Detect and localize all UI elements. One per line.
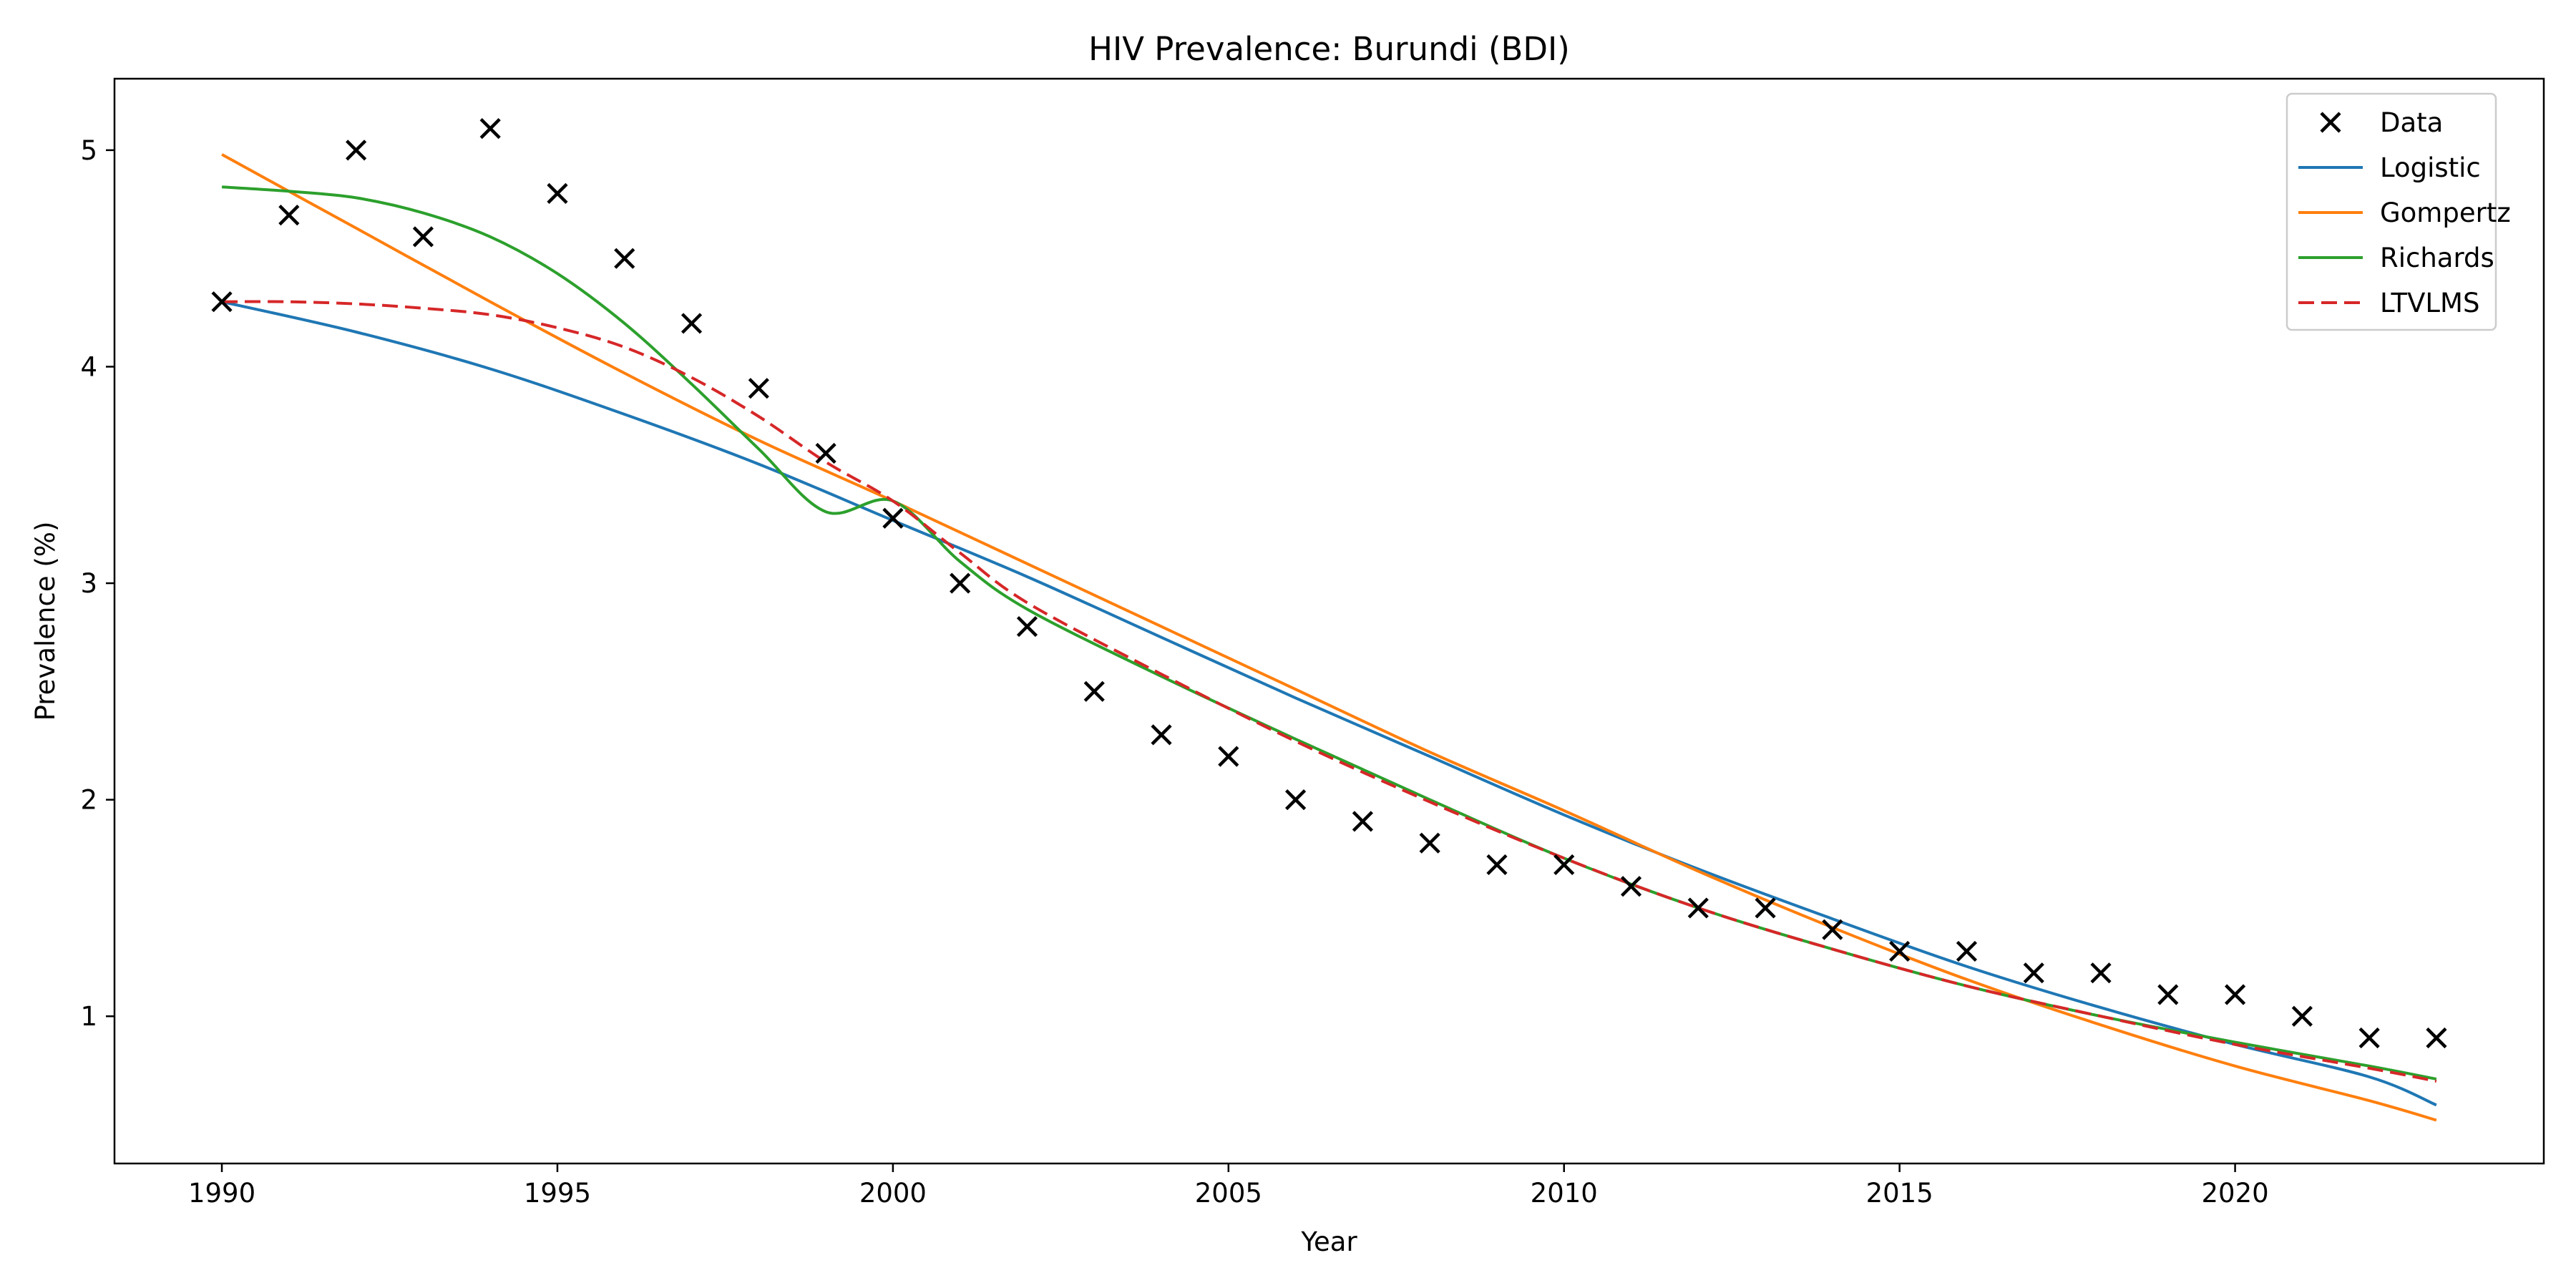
x-tick-label: 2000 xyxy=(859,1178,927,1209)
x-tick-label: 2020 xyxy=(2202,1178,2269,1209)
series-line-gompertz xyxy=(221,153,2437,1122)
data-point-marker xyxy=(1151,724,1172,746)
data-point-marker xyxy=(1889,940,1911,962)
data-point-marker xyxy=(1553,854,1575,876)
data-point-marker xyxy=(1419,832,1440,854)
plot-frame xyxy=(113,77,2545,1165)
data-point-marker xyxy=(1486,854,1508,876)
x-tick-label: 2015 xyxy=(1866,1178,1933,1209)
data-point-marker xyxy=(1755,897,1776,919)
legend-label: Data xyxy=(2380,107,2443,138)
data-point-marker xyxy=(2358,1027,2380,1049)
data-point-marker xyxy=(2225,984,2246,1005)
data-point-marker xyxy=(1016,615,1038,638)
x-tick-label: 1995 xyxy=(524,1178,591,1209)
legend-entry-gompertz: Gompertz xyxy=(2298,197,2511,228)
data-point-marker xyxy=(1822,919,1843,940)
y-tick-label: 1 xyxy=(80,1001,97,1032)
series-line-richards xyxy=(221,185,2437,1080)
x-tick-label: 2005 xyxy=(1195,1178,1262,1209)
data-point-marker xyxy=(1218,746,1239,767)
data-point-marker xyxy=(2090,962,2112,984)
legend-entry-data: Data xyxy=(2320,107,2443,138)
y-tick-label: 4 xyxy=(80,351,97,382)
data-point-marker xyxy=(748,378,769,399)
legend-marker xyxy=(2320,112,2341,133)
legend-entry-richards: Richards xyxy=(2298,243,2494,273)
data-point-marker xyxy=(211,291,233,313)
data-point-marker xyxy=(680,313,703,334)
y-tick-label: 3 xyxy=(80,568,97,599)
x-tick-label: 2010 xyxy=(1531,1178,1598,1209)
legend-label: Richards xyxy=(2380,243,2494,273)
data-point-marker xyxy=(2157,984,2179,1005)
data-point-marker xyxy=(815,442,836,464)
data-point-marker xyxy=(547,182,568,204)
x-axis-title: Year xyxy=(1300,1226,1357,1257)
data-point-marker xyxy=(1083,680,1105,702)
data-point-marker xyxy=(479,118,501,140)
data-point-marker xyxy=(614,248,635,269)
y-axis-title: Prevalence (%) xyxy=(30,522,61,721)
x-tick-label: 1990 xyxy=(188,1178,255,1209)
data-point-marker xyxy=(2023,962,2044,984)
legend-label: Gompertz xyxy=(2380,197,2511,228)
data-point-marker xyxy=(950,572,971,594)
legend-box xyxy=(2285,92,2497,331)
data-point-marker xyxy=(412,226,434,248)
y-tick-label: 5 xyxy=(80,135,97,166)
plot-layer xyxy=(211,118,2447,1122)
data-point-marker xyxy=(1285,789,1307,811)
legend-entry-logistic: Logistic xyxy=(2298,152,2481,183)
series-line-ltvlms xyxy=(222,300,2437,1083)
data-point-marker xyxy=(882,507,904,529)
series-line-logistic xyxy=(221,300,2437,1107)
legend-label: LTVLMS xyxy=(2380,288,2479,318)
legend-label: Logistic xyxy=(2380,152,2481,183)
axes-layer: 1990 1995 2000 2005 2010 2015 2020 1 2 3 4 5 xyxy=(80,135,2268,1209)
data-point-marker xyxy=(1352,811,1373,832)
data-point-marker xyxy=(2291,1005,2313,1027)
y-tick-label: 2 xyxy=(80,785,97,816)
data-point-marker xyxy=(1620,876,1642,897)
chart-title: HIV Prevalence: Burundi (BDI) xyxy=(1088,30,1570,68)
data-point-marker xyxy=(2426,1027,2447,1049)
legend-entry-ltvlms: LTVLMS xyxy=(2298,288,2479,318)
data-point-marker xyxy=(1687,897,1709,919)
data-point-marker xyxy=(346,140,367,161)
legend: Data Logistic Gompertz Richards LTVLMS xyxy=(2285,92,2511,331)
data-point-marker xyxy=(1956,940,1978,962)
data-point-marker xyxy=(278,205,300,226)
